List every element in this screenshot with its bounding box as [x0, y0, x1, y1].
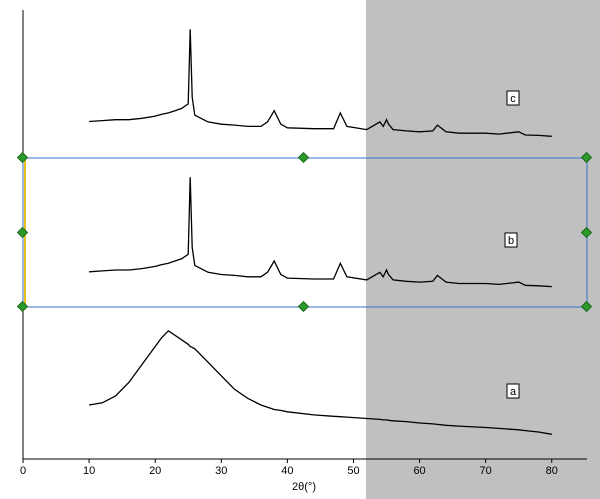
x-tick-label: 20: [149, 465, 161, 477]
handle[interactable]: [580, 151, 593, 164]
series-label-box: [506, 90, 520, 106]
x-tick-label: 30: [215, 465, 227, 477]
handle[interactable]: [297, 300, 310, 313]
handle[interactable]: [16, 226, 29, 239]
handles[interactable]: [16, 151, 593, 313]
series-label: c: [510, 93, 516, 105]
handle[interactable]: [16, 300, 29, 313]
handle[interactable]: [16, 151, 29, 164]
x-axis-label: 2θ(°): [292, 481, 316, 493]
series-label: b: [508, 235, 514, 247]
x-tick-label: 80: [546, 465, 558, 477]
series-label-box: [504, 232, 518, 248]
handle[interactable]: [580, 226, 593, 239]
x-tick-label: 60: [413, 465, 425, 477]
series-line: [89, 177, 552, 288]
shaded-region: [366, 0, 600, 499]
series-line: [89, 29, 552, 137]
x-tick-label: 50: [347, 465, 359, 477]
series-label-box: [506, 383, 520, 399]
x-tick-label: 0: [20, 465, 26, 477]
x-tick-label: 10: [83, 465, 95, 477]
handle[interactable]: [580, 300, 593, 313]
x-tick-label: 40: [281, 465, 293, 477]
series-label: a: [510, 386, 517, 398]
x-tick-label: 70: [480, 465, 492, 477]
plot: 0 10 20 30 40 50 60 70 80 a b c: [20, 29, 558, 477]
handle[interactable]: [297, 151, 310, 164]
series-line: [88, 329, 552, 435]
